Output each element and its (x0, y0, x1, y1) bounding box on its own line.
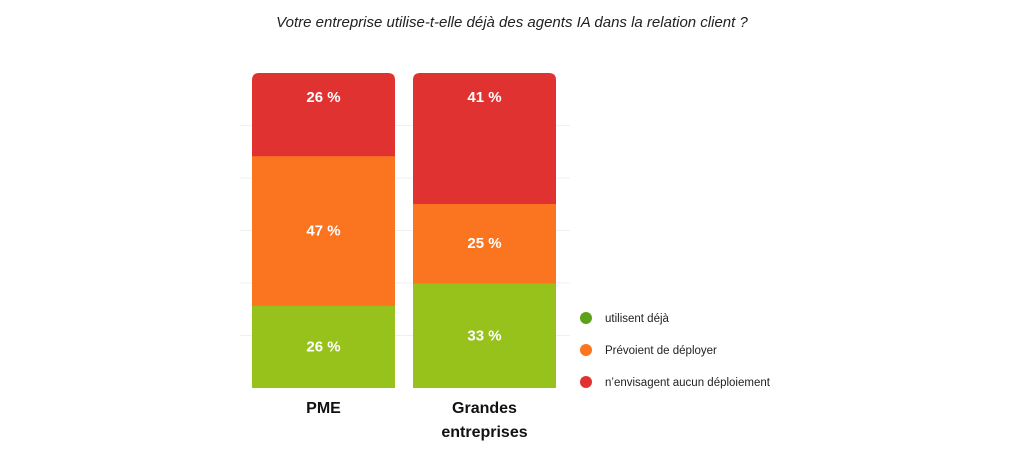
category-label: entreprises (441, 424, 527, 441)
segment-labels: 26 % 47 % 26 % (306, 89, 340, 356)
data-label: 26 % (306, 339, 340, 356)
legend-swatch (580, 312, 592, 324)
data-label: 47 % (306, 223, 340, 240)
bar-segment (413, 283, 556, 388)
data-label: 26 % (306, 89, 340, 106)
stacked-bar (252, 73, 395, 388)
legend-label: utilisent déjà (605, 313, 670, 325)
bar-segment (252, 73, 395, 157)
legend-swatch (580, 344, 592, 356)
legend-swatch (580, 376, 592, 388)
bar-segment (252, 155, 395, 306)
legend-label: Prévoient de déployer (605, 345, 717, 357)
chart-title: Votre entreprise utilise-t-elle déjà des… (276, 14, 748, 31)
legend-label: n’envisagent aucun déploiement (605, 377, 771, 389)
data-label: 33 % (467, 328, 501, 345)
category-label: Grandes (452, 400, 517, 417)
bar-segment (413, 203, 556, 284)
stacked-bar (413, 73, 556, 388)
data-label: 41 % (467, 89, 501, 106)
segment-labels: 33 % 25 % 41 % (467, 89, 501, 345)
data-label: 25 % (467, 235, 501, 252)
bar-segment (252, 305, 395, 388)
bar-segment (413, 73, 556, 204)
category-label: PME (306, 400, 341, 417)
legend: utilisent déjà Prévoient de déployer n’env… (580, 312, 771, 389)
